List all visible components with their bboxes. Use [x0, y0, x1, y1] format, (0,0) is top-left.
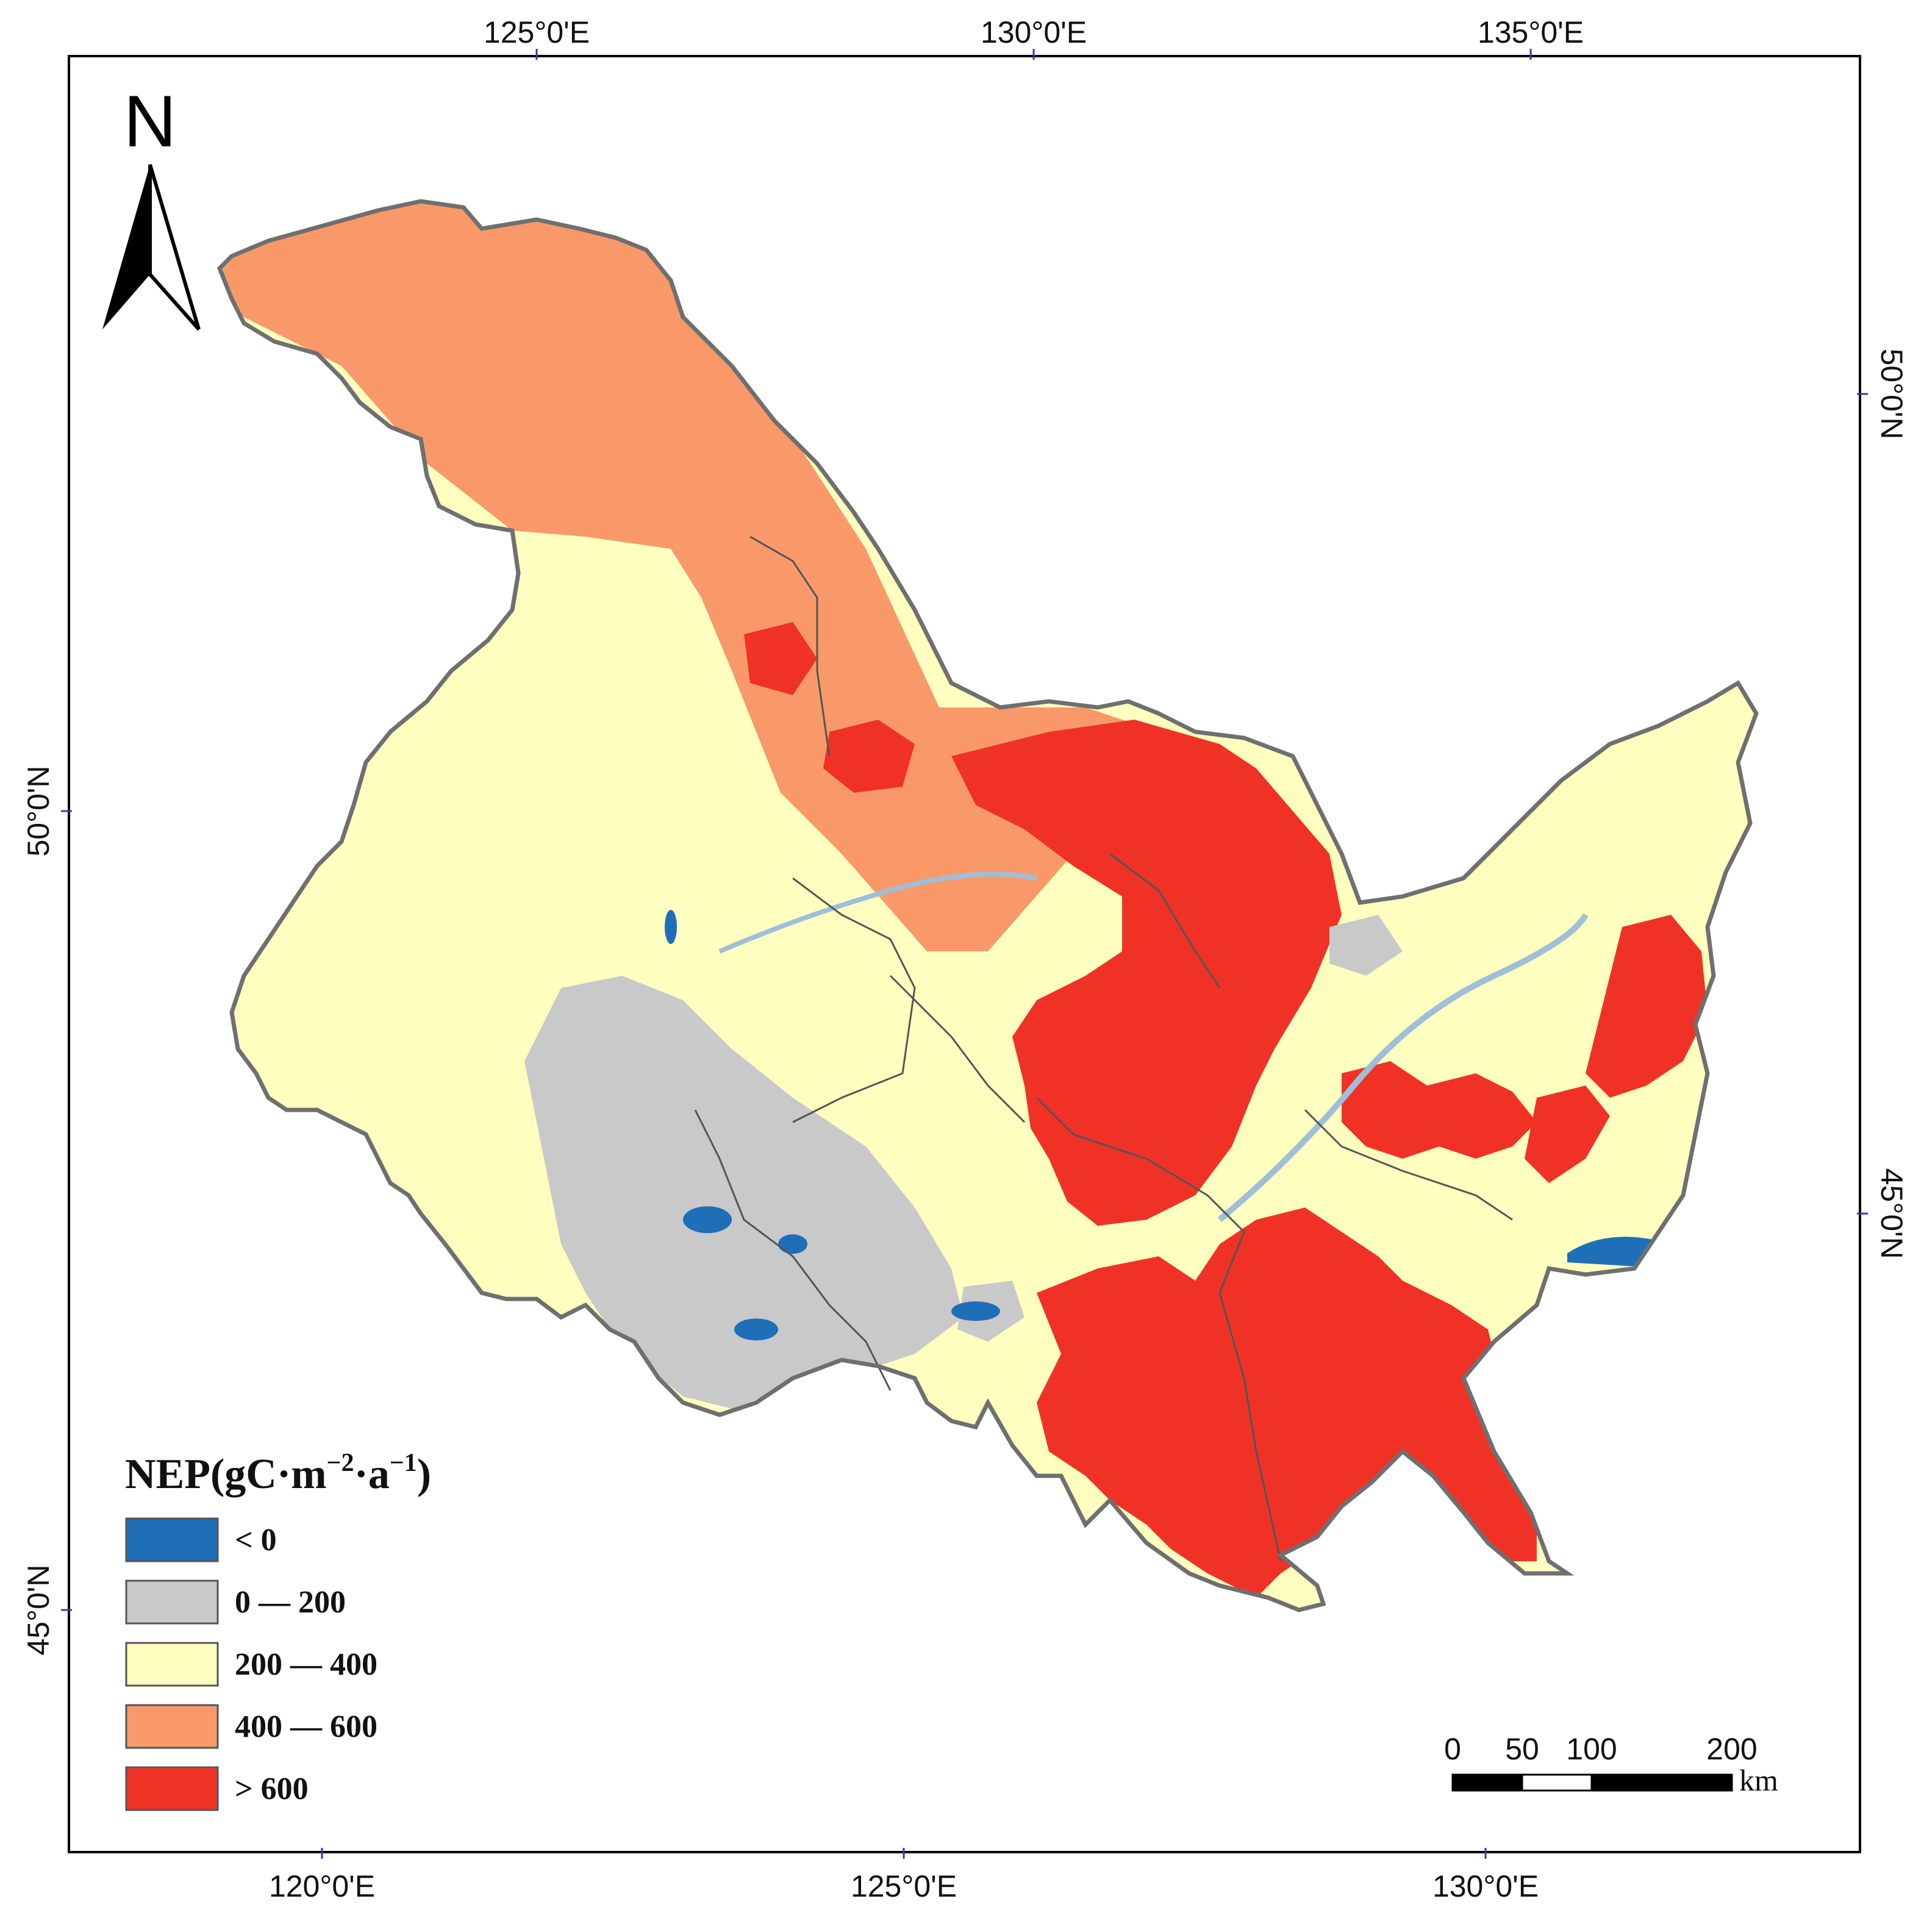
scale-label: 200	[1706, 1732, 1757, 1766]
bottom-tick-label: 130°0'E	[1432, 1869, 1539, 1903]
class-below-0-area	[778, 1234, 807, 1254]
class-below-0-area	[683, 1206, 732, 1233]
class-above-600-area	[823, 720, 915, 793]
class-above-600-area	[1586, 915, 1708, 1098]
top-tick-label: 125°0'E	[484, 15, 590, 49]
legend-swatch-above-600	[125, 1766, 219, 1811]
class-above-600-area	[951, 720, 1342, 1226]
internal-borders	[694, 535, 1513, 1562]
bottom-tick-label: 125°0'E	[851, 1869, 957, 1903]
north-arrow: N	[102, 80, 201, 331]
scale-label: 0	[1444, 1732, 1461, 1766]
scale-unit: km	[1739, 1763, 1778, 1797]
class-above-600-area	[1525, 1086, 1610, 1183]
legend-swatch-below-0	[125, 1517, 219, 1562]
left-tick-label: 45°0'N	[21, 1564, 55, 1655]
north-label: N	[124, 80, 177, 162]
scale-segment	[1590, 1773, 1733, 1792]
legend-label: > 600	[235, 1772, 309, 1806]
bottom-tick-label: 120°0'E	[269, 1869, 375, 1903]
legend: NEP(gC·m−2·a−1) < 0 0 — 200 200 — 400 40…	[125, 1449, 431, 1811]
north-arrow-right-half	[148, 164, 201, 331]
legend-label: 400 — 600	[235, 1709, 377, 1744]
river-line	[718, 871, 1037, 954]
legend-label: 0 — 200	[235, 1585, 346, 1620]
river-line	[1217, 913, 1589, 1222]
scale-label: 50	[1505, 1732, 1539, 1766]
class-0-200-area	[524, 976, 964, 1409]
top-tick-label: 130°0'E	[981, 15, 1087, 49]
legend-swatch-0-200	[125, 1580, 219, 1625]
right-tick-label: 45°0'N	[1875, 1168, 1909, 1259]
class-0-200-area	[1329, 915, 1403, 976]
scale-segment	[1521, 1773, 1593, 1792]
legend-swatch-200-400	[125, 1642, 219, 1687]
class-below-0-area	[665, 910, 677, 944]
legend-label: < 0	[235, 1523, 277, 1558]
class-above-600-area	[1342, 1061, 1537, 1159]
legend-title: NEP(gC·m−2·a−1)	[125, 1449, 431, 1498]
scale-label: 100	[1566, 1732, 1617, 1766]
top-tick-label: 135°0'E	[1478, 15, 1584, 49]
scale-bar: 0 50 100 200 km	[1444, 1732, 1778, 1797]
class-400-600-area	[220, 201, 1159, 951]
legend-label: 200 — 400	[235, 1647, 377, 1682]
class-below-0-area	[951, 1301, 1000, 1321]
legend-swatch-400-600	[125, 1704, 219, 1749]
left-tick-label: 50°0'N	[21, 765, 55, 856]
graticule-ticks	[61, 49, 1868, 1859]
north-arrow-left-half	[102, 165, 150, 329]
scale-segment	[1451, 1773, 1523, 1792]
class-below-0-area	[734, 1318, 778, 1340]
class-above-600-area	[744, 622, 817, 695]
right-tick-label: 50°0'N	[1875, 348, 1909, 439]
